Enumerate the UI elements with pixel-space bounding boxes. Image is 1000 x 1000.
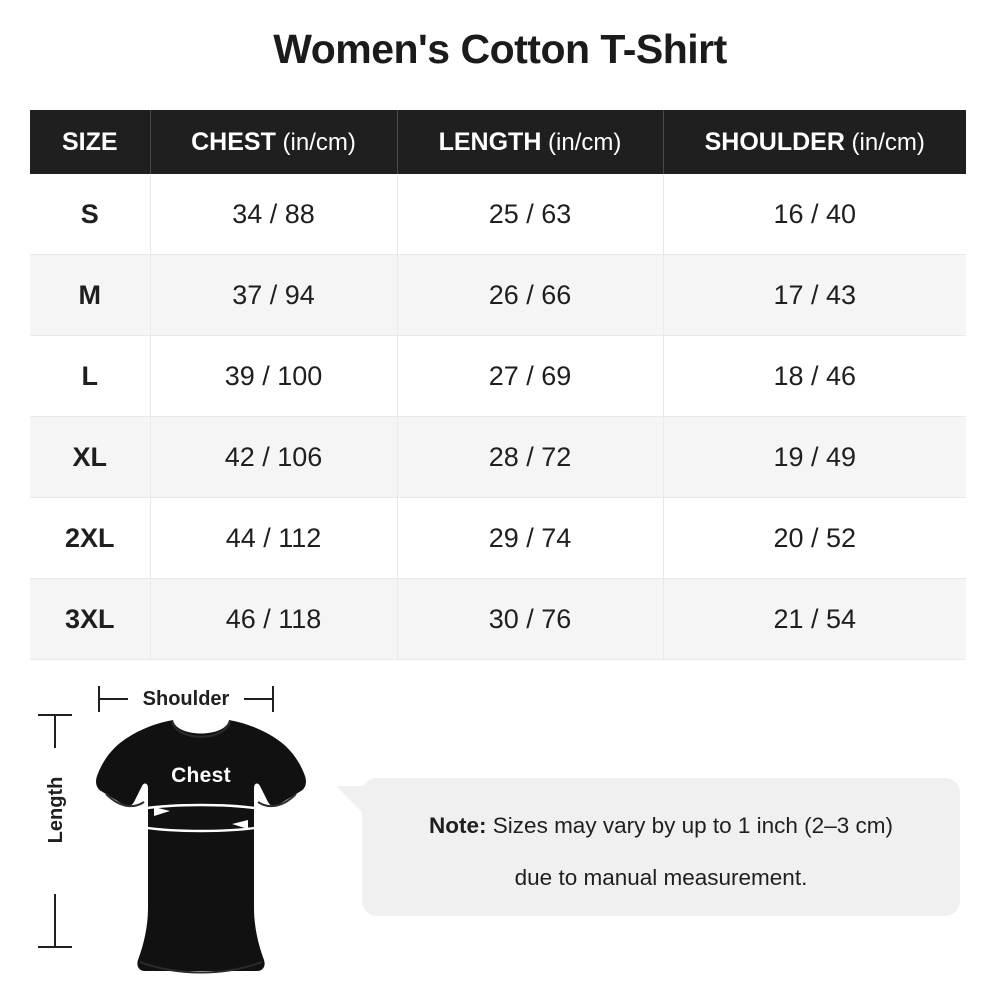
- length-tick-bottom-icon: [38, 946, 72, 948]
- cell-chest: 37 / 94: [150, 254, 398, 336]
- cell-shoulder: 20 / 52: [663, 497, 966, 579]
- cell-shoulder: 16 / 40: [663, 174, 966, 255]
- shoulder-label: Shoulder: [128, 686, 244, 712]
- table-row: XL 42 / 106 28 / 72 19 / 49: [30, 416, 966, 498]
- tshirt-illustration: Chest: [88, 712, 314, 978]
- cell-size: 3XL: [30, 578, 151, 660]
- chest-arrow-right-icon: [232, 820, 248, 829]
- chest-arrow-left-icon: [154, 807, 170, 816]
- cell-length: 29 / 74: [397, 497, 664, 579]
- cell-shoulder: 21 / 54: [663, 578, 966, 660]
- cell-chest: 44 / 112: [150, 497, 398, 579]
- note-bubble-tail-icon: [336, 786, 366, 816]
- column-header-shoulder: SHOULDER (in/cm): [663, 110, 966, 174]
- table-header-row: SIZE CHEST (in/cm) LENGTH (in/cm) SHOULD…: [30, 110, 966, 174]
- cell-shoulder: 17 / 43: [663, 254, 966, 336]
- cell-chest: 46 / 118: [150, 578, 398, 660]
- cell-chest: 39 / 100: [150, 335, 398, 417]
- shoulder-rule-right: [242, 698, 272, 700]
- shoulder-rule-left: [100, 698, 130, 700]
- length-measure-bar: Length: [38, 714, 73, 948]
- cell-size: L: [30, 335, 151, 417]
- note-line-1: Note: Sizes may vary by up to 1 inch (2–…: [396, 800, 926, 852]
- column-header-length: LENGTH (in/cm): [397, 110, 664, 174]
- cell-size: S: [30, 174, 151, 255]
- column-header-shoulder-label: SHOULDER: [704, 127, 845, 156]
- column-header-chest-unit: (in/cm): [275, 128, 356, 156]
- table-row: M 37 / 94 26 / 66 17 / 43: [30, 254, 966, 336]
- tshirt-shape-icon: [96, 720, 306, 974]
- table-row: L 39 / 100 27 / 69 18 / 46: [30, 335, 966, 417]
- column-header-length-unit: (in/cm): [541, 128, 622, 156]
- cell-length: 25 / 63: [397, 174, 664, 255]
- page-title: Women's Cotton T-Shirt: [273, 26, 727, 72]
- length-rule-top: [54, 716, 56, 768]
- shoulder-tick-right-icon: [272, 686, 274, 712]
- cell-length: 28 / 72: [397, 416, 664, 498]
- cell-chest: 34 / 88: [150, 174, 398, 255]
- cell-size: 2XL: [30, 497, 151, 579]
- column-header-size-label: SIZE: [61, 127, 118, 156]
- cell-shoulder: 19 / 49: [663, 416, 966, 498]
- length-tick-top-icon: [38, 714, 72, 716]
- cell-length: 26 / 66: [397, 254, 664, 336]
- column-header-shoulder-unit: (in/cm): [844, 128, 925, 156]
- table-row: 3XL 46 / 118 30 / 76 21 / 54: [30, 578, 966, 660]
- table-row: 2XL 44 / 112 29 / 74 20 / 52: [30, 497, 966, 579]
- cell-size: M: [30, 254, 151, 336]
- note-callout: Note: Sizes may vary by up to 1 inch (2–…: [362, 778, 960, 916]
- column-header-length-label: LENGTH: [438, 127, 542, 156]
- column-header-chest-label: CHEST: [191, 127, 276, 156]
- shoulder-measure-bar: Shoulder: [98, 686, 274, 712]
- cell-chest: 42 / 106: [150, 416, 398, 498]
- column-header-size: SIZE: [30, 110, 151, 174]
- table-header: SIZE CHEST (in/cm) LENGTH (in/cm) SHOULD…: [30, 110, 966, 174]
- length-rule-bottom: [54, 894, 56, 946]
- length-label: Length: [39, 748, 73, 872]
- column-header-chest: CHEST (in/cm): [150, 110, 398, 174]
- chest-measure-ellipse-icon: [115, 803, 287, 833]
- cell-length: 30 / 76: [397, 578, 664, 660]
- shoulder-tick-left-icon: [98, 686, 100, 712]
- note-text-1: Sizes may vary by up to 1 inch (2–3 cm): [486, 813, 893, 838]
- note-line-2: due to manual measurement.: [514, 865, 808, 890]
- table-row: S 34 / 88 25 / 63 16 / 40: [30, 174, 966, 255]
- table-body: S 34 / 88 25 / 63 16 / 40 M 37 / 94 26 /…: [30, 174, 966, 660]
- cell-size: XL: [30, 416, 151, 498]
- cell-shoulder: 18 / 46: [663, 335, 966, 417]
- note-prefix: Note:: [429, 813, 487, 838]
- cell-length: 27 / 69: [397, 335, 664, 417]
- size-chart-table: SIZE CHEST (in/cm) LENGTH (in/cm) SHOULD…: [30, 110, 966, 660]
